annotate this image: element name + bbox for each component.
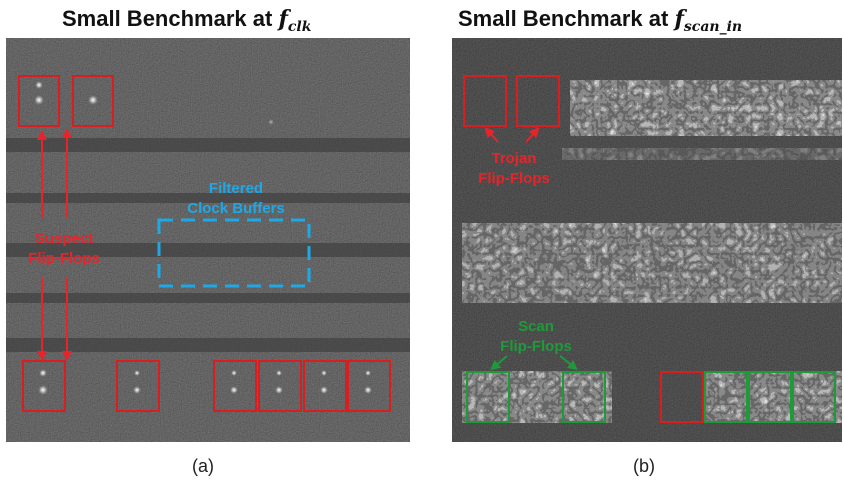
scan-arrow-right <box>559 355 578 371</box>
suspect-box <box>18 75 60 127</box>
title-b-symbol: f <box>674 6 684 32</box>
suspect-label-line1: Suspect <box>35 230 93 247</box>
scan-box <box>466 371 510 423</box>
title-a-symbol: f <box>278 6 288 32</box>
panel-a-image: Suspect Flip-Flops Filtered Clock Buffer… <box>6 38 410 442</box>
scan-label-line1: Scan <box>518 318 554 335</box>
title-a-subscript: clk <box>287 19 312 35</box>
suspect-box <box>258 360 302 412</box>
scan-arrow-left <box>490 355 508 371</box>
trojan-box <box>463 75 507 127</box>
suspect-box <box>116 360 160 412</box>
title-b-subscript: scan_in <box>683 19 743 35</box>
suspect-box <box>303 360 347 412</box>
filtered-label-line1: Filtered <box>209 180 263 197</box>
trojan-label-line1: Trojan <box>491 150 536 167</box>
panel-b-trojan-boxes <box>463 75 704 423</box>
panel-a-suspect-boxes <box>18 75 391 412</box>
panel-b-emission-bands <box>462 80 842 423</box>
suspect-box <box>347 360 391 412</box>
trojan-label-line2: Flip-Flops <box>478 170 550 187</box>
panel-a-emission-dots <box>34 81 372 395</box>
suspect-box <box>72 75 114 127</box>
trojan-arrow-left <box>484 127 499 143</box>
scan-label-line2: Flip-Flops <box>500 338 572 355</box>
panel-b-title: Small Benchmark at fscan_in <box>458 6 743 35</box>
scan-box <box>792 371 836 423</box>
scan-box <box>704 371 748 423</box>
panel-b-image: Trojan Flip-Flops Scan Flip-Flops <box>452 38 842 442</box>
filtered-clock-box <box>157 218 311 288</box>
filtered-label-line2: Clock Buffers <box>187 200 285 217</box>
panel-b-scan-boxes <box>466 371 836 423</box>
scan-box <box>562 371 606 423</box>
panel-a-title: Small Benchmark at fclk <box>62 6 312 35</box>
panel-a-caption: (a) <box>192 456 214 476</box>
trojan-box <box>516 75 560 127</box>
suspect-label-line2: Flip-Flops <box>28 250 100 267</box>
trojan-arrow-right <box>525 127 540 143</box>
trojan-box <box>660 371 704 423</box>
scan-box <box>748 371 792 423</box>
panel-b-caption: (b) <box>633 456 655 476</box>
suspect-box <box>22 360 66 412</box>
suspect-box <box>213 360 257 412</box>
